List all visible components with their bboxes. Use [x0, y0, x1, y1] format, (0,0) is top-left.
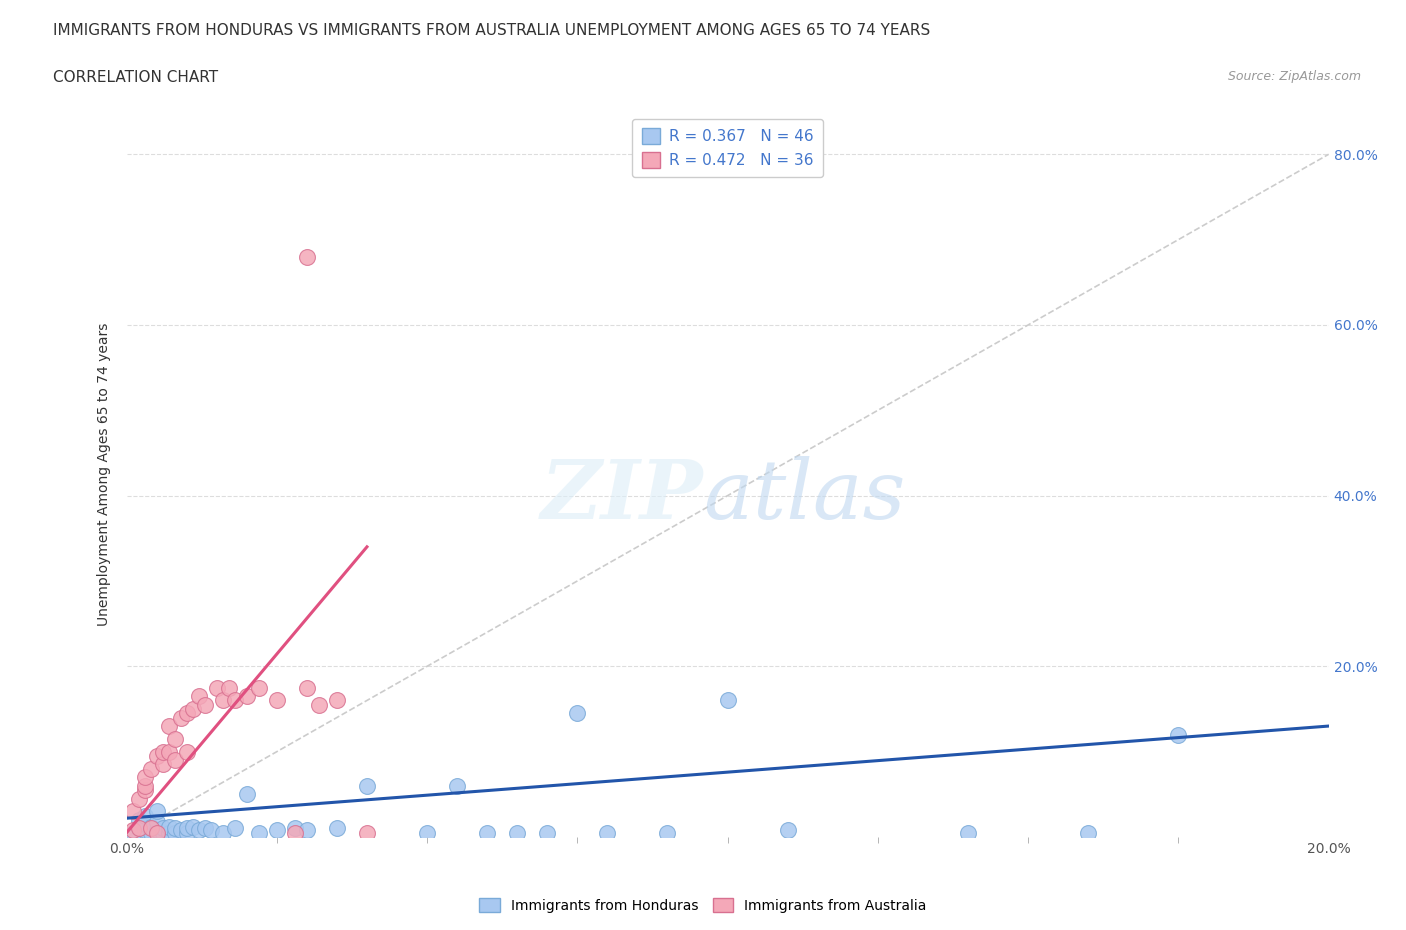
Point	[1077, 825, 1099, 840]
Text: IMMIGRANTS FROM HONDURAS VS IMMIGRANTS FROM AUSTRALIA UNEMPLOYMENT AMONG AGES 65: IMMIGRANTS FROM HONDURAS VS IMMIGRANTS F…	[53, 23, 931, 38]
Point	[157, 825, 180, 840]
Point	[145, 825, 167, 840]
Point	[152, 757, 174, 772]
Point	[194, 698, 217, 712]
Point	[446, 778, 468, 793]
Point	[128, 791, 150, 806]
Point	[134, 770, 156, 785]
Point	[596, 825, 619, 840]
Point	[416, 825, 439, 840]
Point	[247, 680, 270, 695]
Text: atlas: atlas	[703, 456, 905, 536]
Point	[187, 823, 209, 838]
Point	[326, 693, 349, 708]
Text: CORRELATION CHART: CORRELATION CHART	[53, 70, 218, 85]
Point	[194, 821, 217, 836]
Point	[181, 701, 204, 716]
Point	[356, 778, 378, 793]
Point	[139, 762, 162, 777]
Point	[475, 825, 498, 840]
Point	[139, 821, 162, 836]
Point	[157, 819, 180, 834]
Point	[266, 823, 288, 838]
Point	[266, 693, 288, 708]
Point	[536, 825, 558, 840]
Point	[176, 821, 198, 836]
Point	[235, 787, 259, 802]
Point	[284, 821, 307, 836]
Point	[157, 744, 180, 759]
Point	[145, 814, 167, 829]
Point	[134, 778, 156, 793]
Point	[163, 731, 186, 746]
Point	[567, 706, 589, 721]
Point	[139, 825, 162, 840]
Point	[176, 825, 198, 840]
Point	[169, 823, 191, 838]
Point	[187, 689, 209, 704]
Text: ZIP: ZIP	[541, 456, 703, 536]
Point	[657, 825, 679, 840]
Y-axis label: Unemployment Among Ages 65 to 74 years: Unemployment Among Ages 65 to 74 years	[97, 323, 111, 626]
Point	[176, 706, 198, 721]
Point	[163, 825, 186, 840]
Point	[235, 689, 259, 704]
Text: Source: ZipAtlas.com: Source: ZipAtlas.com	[1227, 70, 1361, 83]
Point	[956, 825, 979, 840]
Point	[247, 825, 270, 840]
Point	[295, 823, 318, 838]
Point	[145, 804, 167, 818]
Point	[776, 823, 799, 838]
Point	[295, 249, 318, 264]
Point	[145, 823, 167, 838]
Point	[134, 808, 156, 823]
Point	[1167, 727, 1189, 742]
Point	[224, 821, 246, 836]
Point	[295, 680, 318, 695]
Point	[152, 744, 174, 759]
Point	[211, 693, 233, 708]
Legend: Immigrants from Honduras, Immigrants from Australia: Immigrants from Honduras, Immigrants fro…	[474, 893, 932, 919]
Point	[218, 680, 240, 695]
Point	[200, 823, 222, 838]
Point	[163, 821, 186, 836]
Point	[308, 698, 330, 712]
Point	[145, 749, 167, 764]
Point	[181, 819, 204, 834]
Point	[284, 825, 307, 840]
Point	[121, 825, 143, 840]
Point	[157, 719, 180, 734]
Point	[326, 821, 349, 836]
Point	[152, 825, 174, 840]
Point	[121, 823, 143, 838]
Point	[139, 819, 162, 834]
Point	[224, 693, 246, 708]
Point	[128, 821, 150, 836]
Point	[176, 744, 198, 759]
Point	[152, 821, 174, 836]
Point	[205, 680, 228, 695]
Point	[716, 693, 740, 708]
Point	[169, 711, 191, 725]
Point	[134, 817, 156, 831]
Point	[134, 783, 156, 798]
Point	[134, 823, 156, 838]
Point	[211, 825, 233, 840]
Legend: R = 0.367   N = 46, R = 0.472   N = 36: R = 0.367 N = 46, R = 0.472 N = 36	[633, 119, 823, 178]
Point	[506, 825, 529, 840]
Point	[121, 804, 143, 818]
Point	[128, 813, 150, 828]
Point	[128, 821, 150, 836]
Point	[163, 752, 186, 767]
Point	[356, 825, 378, 840]
